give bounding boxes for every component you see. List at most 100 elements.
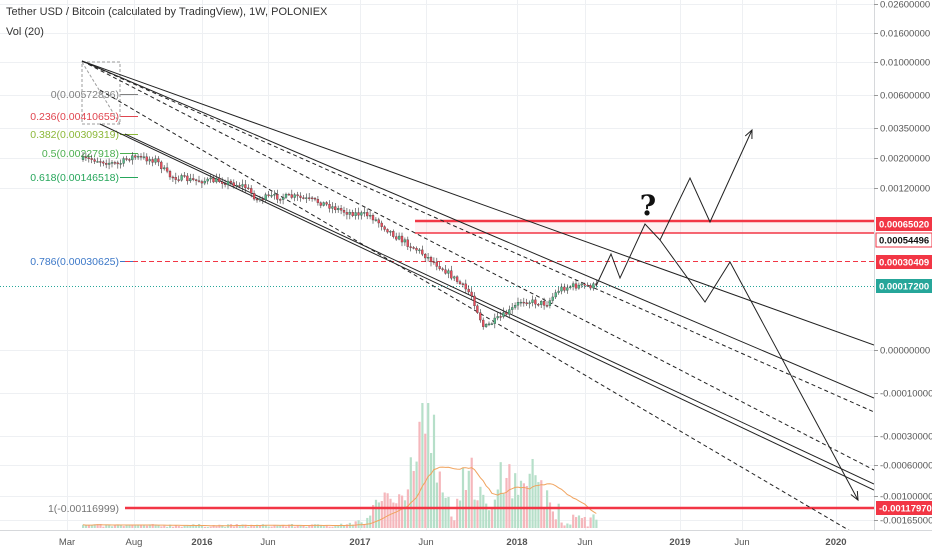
time-tick-label: Jun bbox=[260, 537, 275, 548]
candle-body bbox=[403, 239, 407, 243]
volume-bar bbox=[154, 524, 157, 528]
candle-body bbox=[168, 171, 172, 178]
volume-bar bbox=[586, 526, 589, 528]
candle-body bbox=[395, 236, 398, 240]
volume-bar bbox=[177, 526, 180, 528]
volume-bar bbox=[522, 483, 525, 528]
candle-body bbox=[571, 283, 575, 287]
volume-indicator-legend[interactable]: Vol (20) bbox=[6, 26, 44, 38]
fib-level-label[interactable]: 0.236(0.00410655) bbox=[30, 111, 119, 123]
fib-level-label[interactable]: 0(0.00572836) bbox=[51, 89, 119, 101]
volume-bar bbox=[111, 526, 114, 528]
candle-body bbox=[134, 155, 137, 158]
volume-bar bbox=[572, 514, 575, 528]
trendline-solid[interactable] bbox=[99, 123, 874, 491]
candle-body bbox=[455, 276, 459, 282]
time-tick-label: Jun bbox=[577, 537, 592, 548]
price-tick-label: -0.00010000 bbox=[880, 389, 932, 400]
fibonacci-retracement[interactable]: 0(0.00572836) 0.236(0.00410655) 0.382(0.00… bbox=[30, 61, 138, 515]
volume-bar bbox=[160, 526, 163, 528]
trendlines[interactable] bbox=[81, 60, 874, 545]
price-label-box bbox=[876, 255, 932, 269]
candle-body bbox=[577, 284, 581, 289]
candle-body bbox=[328, 204, 331, 209]
trendline-solid[interactable] bbox=[81, 60, 874, 399]
fib-level-label[interactable]: 1(-0.00116999) bbox=[48, 503, 119, 515]
candle-body bbox=[252, 193, 256, 200]
volume-bar bbox=[441, 492, 444, 528]
candle-body bbox=[519, 301, 523, 304]
volume-bar bbox=[273, 524, 276, 528]
fib-level-label[interactable]: 0.786(0.00030625) bbox=[30, 256, 119, 268]
fib-level-label[interactable]: 0.618(0.00146518) bbox=[30, 172, 119, 184]
volume-bar bbox=[316, 524, 320, 528]
volume-bar bbox=[247, 526, 250, 528]
projection-arrow-bullish[interactable] bbox=[595, 129, 753, 287]
trendline-solid[interactable] bbox=[124, 133, 874, 485]
volume-bar bbox=[108, 524, 111, 528]
price-label-text: 0.00065020 bbox=[879, 220, 929, 231]
candle-body bbox=[302, 197, 305, 199]
candle-body bbox=[540, 301, 543, 305]
candle-body bbox=[183, 175, 186, 177]
volume-bar bbox=[485, 503, 488, 528]
time-tick-label: 2020 bbox=[825, 537, 846, 548]
volume-bar bbox=[314, 524, 317, 528]
volume-bar bbox=[380, 501, 383, 528]
question-mark-annotation[interactable]: ? bbox=[640, 189, 656, 222]
horizontal-levels[interactable] bbox=[0, 219, 874, 510]
trendline-dashed[interactable] bbox=[99, 89, 874, 545]
price-label-box bbox=[876, 217, 932, 231]
volume-bar bbox=[206, 526, 209, 528]
volume-bar bbox=[557, 503, 560, 528]
time-axis[interactable]: Mar Aug 2016 Jun 2017 Jun 2018 Jun 2019 Jun 2020 bbox=[59, 537, 847, 548]
trendline-dashed[interactable] bbox=[81, 60, 874, 413]
candle-body bbox=[368, 215, 372, 217]
volume-bar bbox=[238, 526, 241, 528]
price-axis[interactable]: 0.02600000 0.01600000 0.01000000 0.00600000… bbox=[874, 0, 932, 527]
price-label-text: -0.00117970 bbox=[879, 504, 932, 515]
projection-arrows[interactable] bbox=[595, 128, 859, 502]
volume-bar bbox=[82, 524, 85, 528]
volume-bar bbox=[293, 526, 296, 528]
volume-bar bbox=[311, 524, 314, 528]
volume-bar bbox=[363, 524, 366, 528]
fib-level-label[interactable]: 0.5(0.00227918) bbox=[42, 148, 119, 160]
candle-body bbox=[426, 257, 430, 259]
candle-body bbox=[206, 178, 209, 182]
volume-bar bbox=[142, 525, 146, 528]
candle-body bbox=[508, 309, 511, 315]
candle-body bbox=[165, 167, 169, 172]
volume-bar bbox=[389, 498, 392, 528]
candle-body bbox=[458, 281, 462, 284]
volume-bar bbox=[403, 500, 407, 528]
candle-body bbox=[223, 183, 227, 185]
price-label-box bbox=[875, 232, 932, 248]
volume-bar bbox=[261, 524, 264, 528]
candle-body bbox=[592, 283, 595, 289]
candle-body bbox=[226, 180, 230, 185]
volume-bar bbox=[386, 493, 389, 528]
fib-level-label[interactable]: 0.382(0.00309319) bbox=[30, 129, 119, 141]
candle-body bbox=[81, 156, 85, 160]
candle-body bbox=[493, 317, 496, 324]
candle-body bbox=[128, 159, 131, 161]
volume-bar bbox=[322, 526, 325, 528]
volume-bar bbox=[276, 525, 279, 528]
volume-bar bbox=[299, 525, 302, 528]
candle-body bbox=[531, 299, 534, 303]
level-zone bbox=[415, 221, 874, 233]
volume-bar bbox=[438, 471, 441, 528]
projection-arrow-bearish[interactable] bbox=[659, 239, 859, 501]
volume-bar bbox=[470, 457, 473, 528]
volume-bar bbox=[250, 524, 253, 528]
price-tick-label: 0.01600000 bbox=[880, 29, 930, 40]
candle-body bbox=[241, 184, 244, 187]
trendline-solid[interactable] bbox=[81, 60, 874, 346]
candle-body bbox=[189, 178, 192, 182]
trendline-dashed[interactable] bbox=[81, 60, 874, 471]
volume-bar bbox=[90, 525, 93, 528]
candle-body bbox=[589, 285, 592, 289]
candle-body bbox=[174, 177, 177, 180]
